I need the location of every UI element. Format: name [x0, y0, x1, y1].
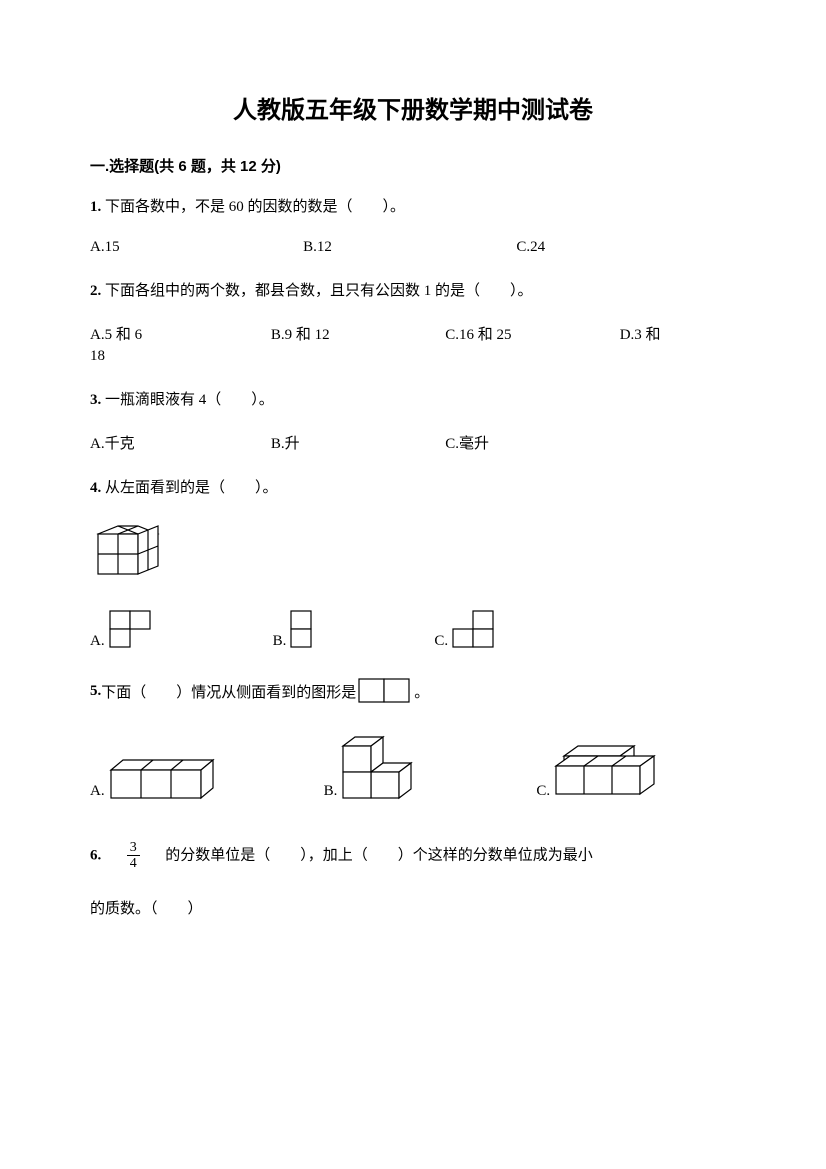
section-header: 一.选择题(共 6 题，共 12 分)	[90, 155, 736, 176]
q5-text-before: 下面（ ）情况从侧面看到的图形是	[101, 681, 356, 702]
q3-text: 一瓶滴眼液有 4（ ）。	[101, 392, 274, 408]
q4-opt-b: B.	[273, 610, 315, 650]
q6-num: 6.	[90, 847, 101, 863]
question-1: 1. 下面各数中，不是 60 的因数的数是（ ）。	[90, 194, 736, 221]
q1-text: 下面各数中，不是 60 的因数的数是（ ）。	[101, 199, 405, 215]
q4-opt-a: A.	[90, 610, 153, 650]
cubes-row-offset-icon	[554, 744, 664, 800]
page-title: 人教版五年级下册数学期中测试卷	[90, 90, 736, 125]
q4-num: 4.	[90, 480, 101, 496]
q5-options: A. B.	[90, 734, 736, 800]
q6-text2: 的质数。（ ）	[90, 901, 203, 917]
q2-text: 下面各组中的两个数，都县合数，且只有公因数 1 的是（ ）。	[101, 283, 532, 299]
q2-opt-c: C.16 和 25	[445, 323, 619, 344]
q1-options: A.15 B.12 C.24	[90, 239, 736, 256]
q3-opt-b: B.升	[271, 432, 445, 453]
q5-opt-a: A.	[90, 754, 219, 800]
q5-opt-b: B.	[324, 734, 432, 800]
q3-opt-a: A.千克	[90, 432, 271, 453]
question-4: 4. 从左面看到的是（ ）。	[90, 475, 736, 502]
shape-c-icon	[452, 610, 496, 650]
q5-num: 5.	[90, 683, 101, 700]
q3-num: 3.	[90, 392, 101, 408]
cube-2x2-icon	[90, 520, 160, 580]
q5-text-after: 。	[414, 681, 429, 702]
q2-opt-a: A.5 和 6	[90, 323, 271, 344]
q6-text1: 的分数单位是（ ），加上（ ）个这样的分数单位成为最小	[165, 847, 593, 863]
two-squares-icon	[358, 678, 412, 704]
q3-options: A.千克 B.升 C.毫升	[90, 432, 736, 453]
q6-line2: 的质数。（ ）	[90, 896, 736, 923]
fraction-icon: 3 4	[127, 840, 140, 872]
q1-num: 1.	[90, 199, 101, 215]
q3-opt-c: C.毫升	[445, 432, 619, 453]
q2-opt-b: B.9 和 12	[271, 323, 445, 344]
q2-opt-d-cont: 18	[90, 348, 736, 365]
shape-b-icon	[290, 610, 314, 650]
q1-opt-b: B.12	[303, 239, 516, 256]
q2-num: 2.	[90, 283, 101, 299]
cubes-row-3-icon	[109, 754, 219, 800]
q2-options: A.5 和 6 B.9 和 12 C.16 和 25 D.3 和	[90, 323, 736, 344]
q4-opt-c: C.	[434, 610, 496, 650]
q2-opt-d: D.3 和	[620, 323, 736, 344]
shape-a-icon	[109, 610, 153, 650]
question-3: 3. 一瓶滴眼液有 4（ ）。	[90, 387, 736, 414]
question-6: 6. 3 4 的分数单位是（ ），加上（ ）个这样的分数单位成为最小	[90, 840, 736, 872]
q5-opt-c: C.	[536, 744, 664, 800]
q4-cube-figure	[90, 520, 736, 580]
q4-options: A. B. C.	[90, 610, 736, 650]
q4-text: 从左面看到的是（ ）。	[101, 480, 277, 496]
question-2: 2. 下面各组中的两个数，都县合数，且只有公因数 1 的是（ ）。	[90, 278, 736, 305]
q1-opt-a: A.15	[90, 239, 303, 256]
q1-opt-c: C.24	[516, 239, 729, 256]
cubes-l-shape-icon	[341, 734, 431, 800]
question-5: 5. 下面（ ）情况从侧面看到的图形是 。	[90, 678, 736, 704]
